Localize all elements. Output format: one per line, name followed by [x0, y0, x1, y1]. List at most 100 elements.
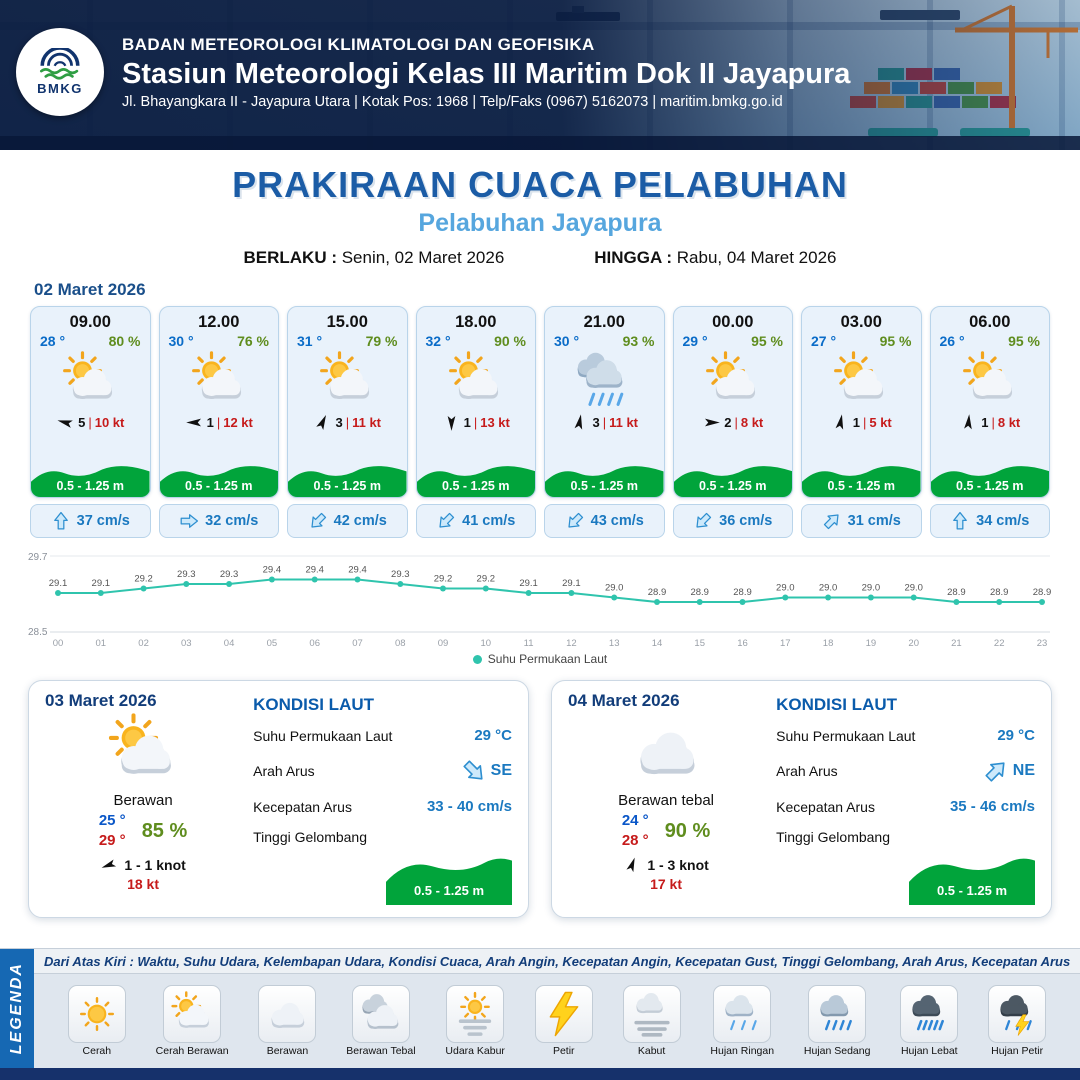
current-direction: SE	[461, 758, 512, 784]
bmkg-emblem-icon	[40, 48, 80, 80]
legend-item: Berawan Tebal	[346, 985, 416, 1057]
bottom-strip	[0, 1068, 1080, 1080]
svg-text:03: 03	[181, 638, 192, 649]
validity-period: BERLAKU : Senin, 02 Maret 2026 HINGGA : …	[0, 248, 1080, 268]
forecast-card-main: 12.00 30 ° 76 % 1 | 12 kt 0.5 - 1.25 m	[158, 306, 279, 498]
svg-text:29.0: 29.0	[776, 583, 795, 594]
wave-height: 0.5 - 1.25 m	[413, 883, 485, 898]
legend-title: LEGENDA	[8, 962, 25, 1055]
current-direction-label: Arah Arus	[776, 763, 838, 779]
weather-icon	[574, 351, 634, 411]
wave-height-band: 0.5 - 1.25 m	[386, 851, 512, 905]
legend-item: Cerah	[67, 985, 126, 1057]
wind-info: 1 | 13 kt	[442, 413, 510, 432]
wave-icon	[802, 466, 921, 497]
lightning-tile	[534, 985, 593, 1043]
thunderstorm-tile	[988, 985, 1047, 1043]
svg-text:28.9: 28.9	[990, 587, 1009, 598]
thunderstorm-icon	[1000, 995, 1032, 1036]
svg-text:22: 22	[994, 638, 1005, 649]
fog-icon	[633, 993, 670, 1037]
cloud-icon	[640, 732, 695, 775]
temp-min: 24 °	[621, 812, 649, 829]
wind-range: 1 - 1 knot	[124, 856, 186, 873]
forecast-card: 03.00 27 ° 95 % 1 | 5 kt 0.5 - 1.25 m 31…	[801, 306, 922, 538]
forecast-card-main: 09.00 28 ° 80 % 5 | 10 kt 0.5 - 1.25 m	[30, 306, 151, 498]
sun-cloud-icon	[834, 351, 884, 400]
current-speed-label: Kecepatan Arus	[776, 798, 875, 815]
wave-height-band: 0.5 - 1.25 m	[802, 459, 921, 497]
svg-text:02: 02	[138, 638, 149, 649]
forecast-time: 06.00	[969, 313, 1011, 331]
sun-cloud-tile	[163, 985, 222, 1043]
rain-icon	[577, 352, 624, 406]
wind-info: 1 - 3 knot	[623, 856, 709, 874]
series-dot-icon	[472, 654, 482, 664]
weather-icon	[628, 713, 704, 789]
svg-text:28.5: 28.5	[28, 627, 48, 638]
forecast-time: 18.00	[455, 313, 497, 331]
svg-text:23: 23	[1037, 638, 1048, 649]
valid-to-value: Rabu, 04 Maret 2026	[676, 248, 837, 267]
forecast-card-main: 18.00 32 ° 90 % 1 | 13 kt 0.5 - 1.25 m	[415, 306, 536, 498]
current-speed: 41 cm/s	[462, 513, 516, 529]
wave-height-band: 0.5 - 1.25 m	[31, 459, 150, 497]
daily-forecast-card: 04 Maret 2026 Berawan tebal 24 ° 28 ° 90…	[551, 680, 1052, 918]
wind-direction-icon	[835, 414, 843, 430]
wave-icon	[288, 466, 407, 497]
daily-forecast-card: 03 Maret 2026 Berawan 25 ° 29 ° 85 % 1 -…	[28, 680, 529, 918]
svg-text:29.4: 29.4	[263, 565, 282, 576]
current-direction: NE	[983, 758, 1035, 784]
svg-text:28.9: 28.9	[733, 587, 752, 598]
forecast-time: 03.00	[840, 313, 882, 331]
air-temperature: 30 °	[554, 333, 580, 349]
wave-icon	[545, 466, 664, 497]
wave-height-band: 0.5 - 1.25 m	[288, 459, 407, 497]
legend-item: Cerah Berawan	[156, 985, 229, 1057]
sun-cloud-icon	[171, 991, 210, 1028]
svg-text:06: 06	[309, 638, 320, 649]
forecast-date: 02 Maret 2026	[34, 280, 146, 299]
sst-value: 29 °C	[474, 727, 512, 744]
wind-direction-icon	[57, 420, 73, 428]
forecast-time: 12.00	[198, 313, 240, 331]
forecast-card: 18.00 32 ° 90 % 1 | 13 kt 0.5 - 1.25 m 4…	[415, 306, 536, 538]
sst-label: Suhu Permukaan Laut	[253, 727, 393, 744]
current-speed-box: 31 cm/s	[801, 504, 922, 538]
humidity: 90 %	[494, 333, 526, 349]
svg-text:29.0: 29.0	[904, 583, 923, 594]
svg-text:29.2: 29.2	[434, 574, 453, 585]
svg-text:29.4: 29.4	[348, 565, 367, 576]
current-direction-icon	[439, 512, 455, 528]
legend-item-label: Cerah	[82, 1045, 112, 1057]
sst-value: 29 °C	[997, 727, 1035, 744]
current-speed-box: 32 cm/s	[158, 504, 279, 538]
current-speed: 37 cm/s	[76, 513, 130, 529]
wave-height: 0.5 - 1.25 m	[699, 479, 767, 493]
legend-item-label: Petir	[552, 1045, 575, 1057]
svg-text:00: 00	[53, 638, 64, 649]
forecast-card: 00.00 29 ° 95 % 2 | 8 kt 0.5 - 1.25 m 36…	[672, 306, 793, 538]
svg-text:29.0: 29.0	[862, 583, 881, 594]
current-speed: 31 cm/s	[847, 513, 901, 529]
valid-from-label: BERLAKU :	[243, 248, 337, 267]
wind-value: 1	[463, 415, 471, 430]
svg-text:11: 11	[524, 638, 534, 649]
current-speed-value: 35 - 46 cm/s	[949, 798, 1035, 815]
sea-conditions-title: KONDISI LAUT	[776, 695, 898, 714]
clouds-icon	[362, 994, 399, 1029]
forecast-card-main: 00.00 29 ° 95 % 2 | 8 kt 0.5 - 1.25 m	[672, 306, 793, 498]
wind-value: 3	[335, 415, 343, 430]
current-speed-value: 33 - 40 cm/s	[426, 798, 512, 815]
svg-text:29.1: 29.1	[519, 578, 538, 589]
wind-value: 5	[78, 415, 86, 430]
gust-speed: 18 kt	[127, 875, 160, 892]
wind-info: 1 | 12 kt	[185, 413, 253, 432]
humidity: 95 %	[879, 333, 912, 349]
haze-icon	[458, 991, 492, 1036]
svg-text:29.0: 29.0	[819, 583, 838, 594]
wave-height: 0.5 - 1.25 m	[570, 479, 638, 493]
hourly-forecast-row: 09.00 28 ° 80 % 5 | 10 kt 0.5 - 1.25 m 3…	[0, 306, 1080, 538]
current-direction-icon	[180, 514, 199, 528]
